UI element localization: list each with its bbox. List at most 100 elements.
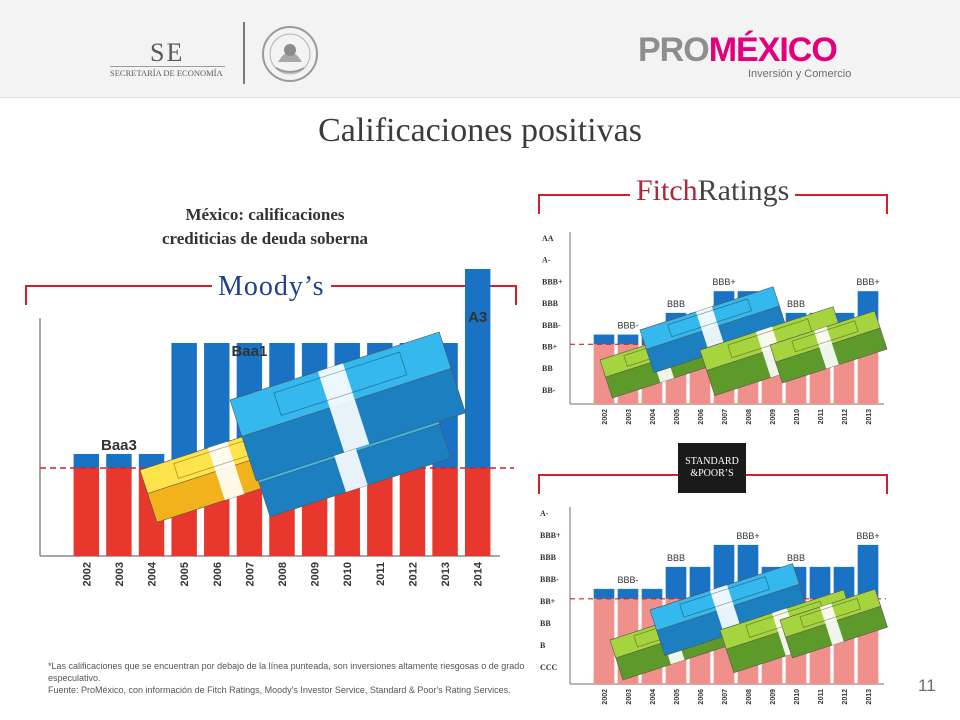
promexico-pro: PRO (638, 31, 710, 69)
moodys-logo: Moody’s (212, 271, 331, 303)
sp-bar-lower-2002 (593, 598, 615, 684)
fitch-bar-2002 (593, 334, 615, 345)
sp-x-tick-2007: 2007 (722, 689, 729, 705)
fitch-y-tick-BB+: BB+ (542, 343, 558, 352)
sp-bar-2002 (593, 588, 615, 599)
fitch-y-tick-BBB-: BBB- (542, 321, 561, 330)
fitch-y-tick-BB-: BB- (542, 386, 556, 395)
sp-label-2013: BBB+ (856, 531, 879, 541)
sp-x-tick-2009: 2009 (770, 689, 777, 705)
header-bar: SE SECRETARÍA DE ECONOMÍA PROMÉXICO Inve… (0, 0, 960, 98)
fitch-y-tick-AA: AA (542, 234, 554, 243)
moodys-bar-2002 (73, 454, 100, 468)
fitch-logo-part1: Fitch (636, 174, 698, 207)
sp-money-1-icon (649, 563, 808, 657)
moodys-label-A3: A3 (468, 309, 487, 326)
sp-x-tick-2005: 2005 (674, 689, 681, 705)
fitch-label-2010: BBB (787, 299, 805, 309)
fitch-label-2013: BBB+ (856, 277, 879, 287)
footnote: *Las calificaciones que se encuentran po… (48, 660, 528, 696)
fitch-y-tick-BB: BB (542, 364, 553, 373)
moodys-bar-2005 (171, 343, 197, 468)
moodys-tick-2012: 2012 (407, 562, 419, 586)
fitch-bar-lower-2013 (857, 344, 879, 404)
fitch-label-2003: BBB- (617, 321, 638, 331)
sp-y-tick-CCC: CCC (540, 663, 558, 672)
chart-subtitle-line1: México: calificaciones (185, 205, 345, 224)
sp-y-tick-A-: A- (540, 509, 549, 518)
fitch-x-tick-2008: 2008 (746, 409, 753, 425)
moodys-tick-2005: 2005 (179, 562, 191, 586)
sp-y-tick-B: B (540, 641, 546, 650)
sp-x-tick-2013: 2013 (866, 689, 873, 705)
se-logo-rule (110, 66, 225, 67)
moodys-tick-2003: 2003 (114, 562, 126, 586)
promexico-tagline: Inversión y Comercio (748, 68, 852, 80)
moodys-tick-2014: 2014 (473, 561, 485, 586)
fitch-money-1-icon (639, 286, 788, 374)
page-number: 11 (918, 676, 936, 695)
sp-y-tick-BBB: BBB (540, 553, 557, 562)
moodys-bar-lower-2012 (399, 468, 426, 556)
sp-y-tick-BBB+: BBB+ (540, 531, 561, 540)
sp-bar-2011 (809, 566, 831, 599)
sp-label-2010: BBB (787, 553, 805, 563)
moodys-bar-2014 (464, 269, 491, 468)
sp-bar-2003 (617, 588, 639, 599)
chart-subtitle-line2: crediticias de deuda soberna (161, 229, 369, 248)
moodys-tick-2013: 2013 (440, 562, 452, 586)
fitch-x-tick-2004: 2004 (650, 409, 657, 425)
sp-logo-line1: STANDARD (685, 456, 739, 467)
sp-x-tick-2003: 2003 (626, 689, 633, 705)
sp-money-3-icon (779, 588, 888, 659)
moodys-bar-lower-2003 (106, 468, 132, 556)
sp-bar-2004 (641, 588, 663, 599)
fitch-x-tick-2009: 2009 (770, 409, 777, 425)
national-seal-icon (262, 26, 318, 82)
moodys-tick-2011: 2011 (375, 562, 387, 586)
fitch-x-tick-2002: 2002 (602, 409, 609, 425)
fitch-x-tick-2010: 2010 (794, 409, 801, 425)
moodys-bar-lower-2014 (464, 468, 491, 556)
moodys-tick-2010: 2010 (342, 562, 354, 586)
moodys-label-Baa1: Baa1 (231, 343, 267, 360)
sp-x-tick-2004: 2004 (650, 689, 657, 705)
fitch-x-tick-2012: 2012 (842, 409, 849, 425)
sp-y-tick-BBB-: BBB- (540, 575, 559, 584)
sp-x-tick-2008: 2008 (746, 689, 753, 705)
sp-x-tick-2012: 2012 (842, 689, 849, 705)
promexico-mexico: MÉXICO (708, 31, 838, 69)
sp-x-tick-2011: 2011 (818, 689, 825, 704)
fitch-x-tick-2007: 2007 (722, 409, 729, 425)
fitch-label-2007: BBB+ (712, 277, 735, 287)
moodys-tick-2006: 2006 (212, 562, 224, 586)
fitch-x-tick-2013: 2013 (866, 409, 873, 425)
se-logo-subtitle: SECRETARÍA DE ECONOMÍA (110, 68, 223, 78)
fitch-y-tick-BBB+: BBB+ (542, 277, 563, 286)
fitch-bar-2003 (617, 334, 639, 345)
sp-x-tick-2006: 2006 (698, 689, 705, 705)
moodys-label-Baa3: Baa3 (101, 437, 137, 454)
sp-logo-line2: &POOR’S (690, 468, 734, 479)
moodys-bar-lower-2002 (73, 468, 100, 556)
sp-y-tick-BB+: BB+ (540, 597, 556, 606)
moodys-tick-2007: 2007 (244, 562, 256, 586)
fitch-y-tick-BBB: BBB (542, 299, 559, 308)
sp-x-tick-2010: 2010 (794, 689, 801, 705)
promexico-logo: PROMÉXICO Inversión y Comercio (638, 30, 868, 85)
fitch-label-2005: BBB (667, 299, 685, 309)
moodys-money-blue-upper-icon (229, 331, 466, 482)
fitch-x-tick-2006: 2006 (698, 409, 705, 425)
sp-label-2008: BBB+ (736, 531, 759, 541)
moodys-tick-2004: 2004 (147, 561, 159, 586)
moodys-bar-lower-2013 (432, 468, 458, 556)
sp-bar-2012 (833, 566, 855, 599)
fitch-x-tick-2005: 2005 (674, 409, 681, 425)
se-logo-text: SE (150, 38, 185, 67)
se-logo: SE SECRETARÍA DE ECONOMÍA (110, 38, 225, 80)
sp-x-tick-2002: 2002 (602, 689, 609, 705)
moodys-bar-2003 (106, 454, 132, 468)
sp-logo: STANDARD &POOR’S (678, 443, 746, 493)
sp-bar-2013 (857, 544, 879, 599)
